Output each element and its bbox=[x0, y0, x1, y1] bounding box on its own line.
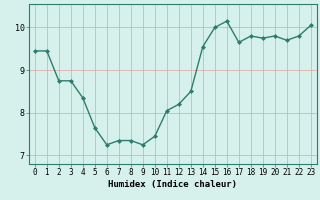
X-axis label: Humidex (Indice chaleur): Humidex (Indice chaleur) bbox=[108, 180, 237, 189]
